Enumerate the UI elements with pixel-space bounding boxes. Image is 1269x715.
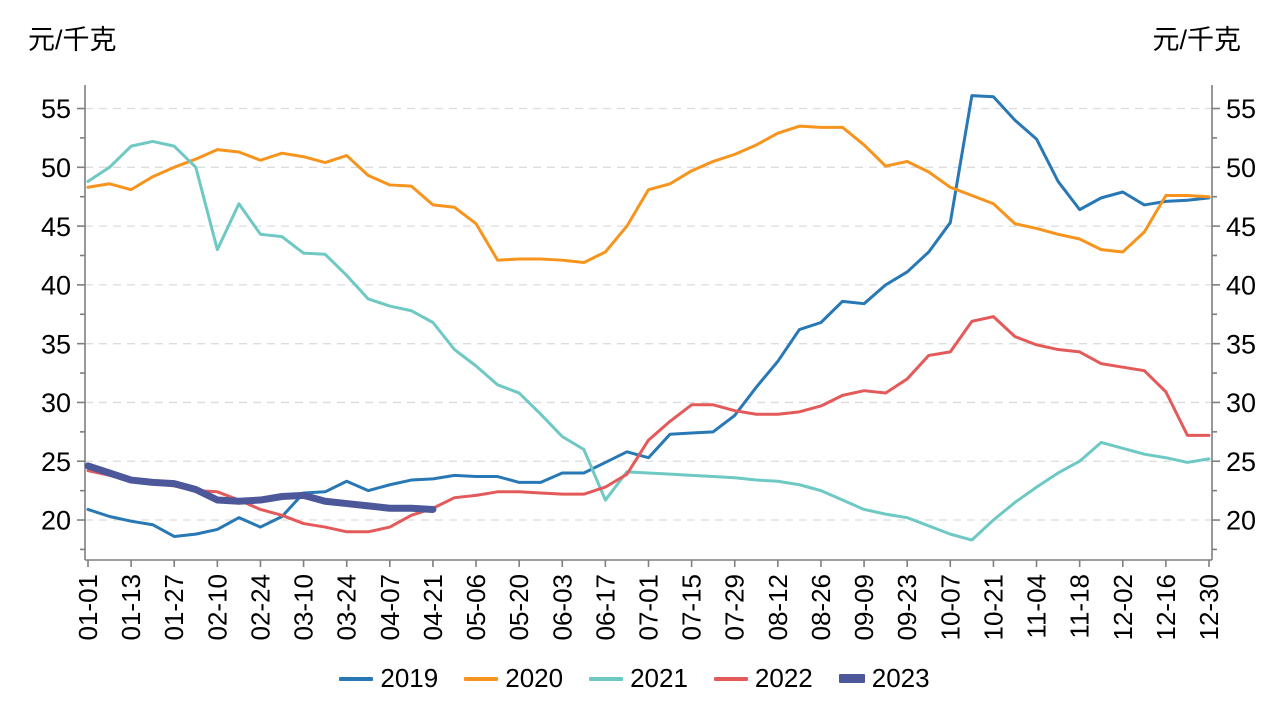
legend-label-2020: 2020 (505, 663, 564, 693)
series-line-2023 (84, 462, 437, 513)
legend-item-2019: 2019 (339, 663, 438, 694)
legend-label-2023: 2023 (871, 663, 930, 693)
y-tick-label-left: 50 (41, 153, 71, 183)
x-tick-label: 05-06 (461, 574, 491, 641)
x-tick-label: 01-13 (116, 574, 146, 641)
legend-item-2023: 2023 (838, 663, 930, 694)
y-tick-label-right: 30 (1226, 388, 1256, 418)
x-tick-label: 10-21 (978, 574, 1008, 641)
legend-item-2022: 2022 (713, 663, 813, 694)
legend: 2019 2020 2021 2022 2023 (0, 663, 1269, 694)
y-tick-label-left: 55 (41, 94, 71, 124)
y-axis-unit-left: 元/千克 (28, 25, 117, 55)
x-tick-label: 12-30 (1194, 574, 1224, 641)
x-tick-label: 04-21 (418, 574, 448, 641)
x-tick-label: 08-12 (763, 574, 793, 641)
x-tick-label: 01-01 (73, 574, 103, 641)
series-line-2019 (86, 94, 1211, 538)
x-tick-label: 06-17 (590, 574, 620, 641)
legend-label-2021: 2021 (630, 663, 688, 693)
x-tick-label: 12-02 (1108, 574, 1138, 641)
x-tick-label: 02-10 (202, 574, 232, 641)
series-line-2021 (86, 139, 1211, 542)
y-tick-label-right: 20 (1226, 506, 1256, 536)
legend-swatch-2019 (339, 676, 374, 681)
y-tick-label-left: 35 (41, 329, 71, 359)
x-tick-label: 04-07 (375, 574, 405, 641)
y-tick-label-left: 45 (41, 212, 71, 242)
legend-item-2020: 2020 (464, 663, 563, 694)
legend-swatch-2022 (713, 676, 748, 681)
legend-label-2019: 2019 (380, 663, 439, 693)
x-tick-label: 01-27 (159, 574, 189, 641)
legend-swatch-2020 (464, 676, 499, 681)
legend-swatch-2023 (838, 674, 865, 683)
x-tick-label: 07-01 (634, 574, 664, 641)
x-tick-label: 03-10 (289, 574, 319, 641)
x-tick-label: 10-07 (935, 574, 965, 641)
x-tick-label: 03-24 (332, 574, 362, 641)
x-tick-label: 09-09 (849, 574, 879, 641)
legend-label-2022: 2022 (754, 663, 813, 693)
y-tick-label-right: 25 (1226, 447, 1256, 477)
y-tick-label-right: 35 (1226, 329, 1256, 359)
y-tick-label-right: 55 (1226, 94, 1256, 124)
y-tick-label-right: 45 (1226, 212, 1256, 242)
x-tick-label: 09-23 (892, 574, 922, 641)
x-tick-label: 11-04 (1022, 574, 1052, 639)
y-axis-unit-right: 元/千克 (1152, 25, 1241, 55)
y-tick-label-right: 40 (1226, 271, 1256, 301)
series-line-2020 (86, 124, 1211, 265)
x-tick-label: 05-20 (504, 574, 534, 641)
x-tick-label: 08-26 (806, 574, 836, 641)
x-tick-label: 07-29 (720, 574, 750, 641)
y-tick-label-left: 25 (41, 447, 71, 477)
x-tick-label: 07-15 (677, 574, 707, 641)
x-tick-label: 02-24 (245, 574, 275, 641)
legend-swatch-2021 (589, 676, 624, 681)
y-tick-label-left: 30 (41, 388, 71, 418)
x-tick-label: 11-18 (1065, 574, 1095, 639)
y-tick-label-right: 50 (1226, 153, 1256, 183)
legend-item-2021: 2021 (589, 663, 688, 694)
series-line-2022 (86, 315, 1211, 534)
x-tick-label: 12-16 (1151, 574, 1181, 641)
y-tick-label-left: 20 (41, 506, 71, 536)
x-tick-label: 06-03 (547, 574, 577, 641)
y-tick-label-left: 40 (41, 271, 71, 301)
